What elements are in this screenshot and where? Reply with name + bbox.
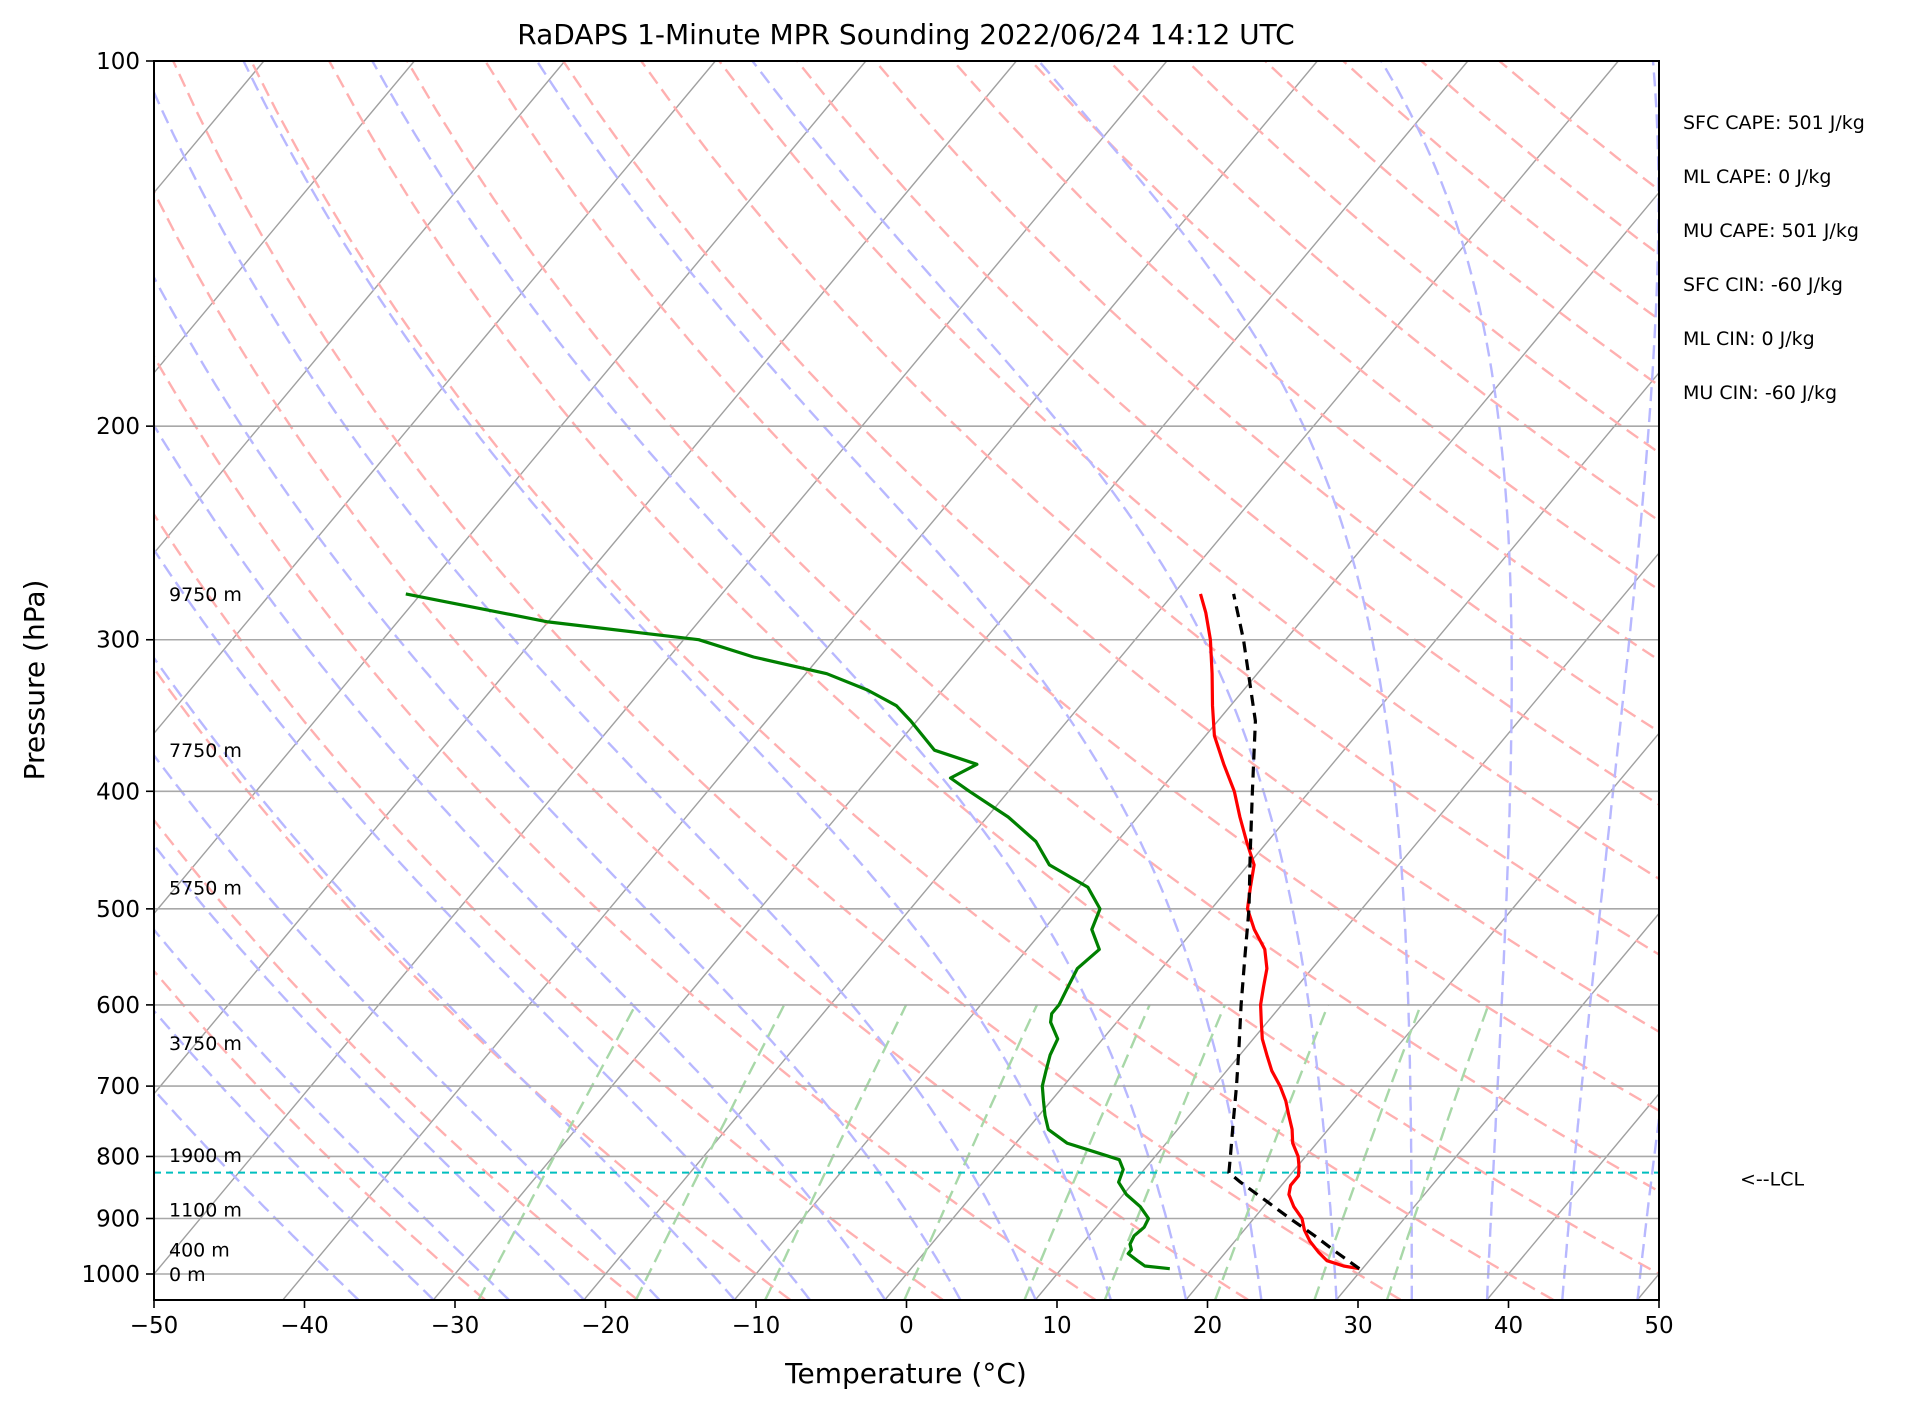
mixing-ratio-line bbox=[1023, 1004, 1151, 1300]
moist-adiabat bbox=[1380, 61, 1513, 1300]
moist-adiabat bbox=[1037, 61, 1413, 1300]
mixing-ratio-line bbox=[764, 1004, 908, 1300]
x-tick-label: 0 bbox=[899, 1313, 914, 1339]
moist-adiabat bbox=[154, 423, 887, 1300]
dry-adiabat bbox=[154, 512, 944, 1300]
height-label: 5750 m bbox=[169, 877, 242, 899]
lcl-marker: <--LCL bbox=[154, 1169, 1804, 1191]
x-tick-label: 30 bbox=[1343, 1313, 1372, 1339]
height-label: 1100 m bbox=[169, 1200, 242, 1222]
moist-adiabat bbox=[371, 61, 1188, 1300]
isotherm bbox=[884, 371, 1659, 1300]
sounding-profiles bbox=[405, 592, 1361, 1271]
x-tick-label: 50 bbox=[1644, 1313, 1673, 1339]
moist-adiabat bbox=[154, 927, 510, 1300]
pressure-gridlines bbox=[154, 60, 1659, 1275]
height-label: 1900 m bbox=[169, 1145, 242, 1167]
height-label: 3750 m bbox=[169, 1033, 242, 1055]
x-axis-ticks: −50 −40 −30 −20 −10 0 10 20 30 40 50 bbox=[130, 1300, 1674, 1339]
isotherm bbox=[1185, 732, 1659, 1300]
height-label: 9750 m bbox=[169, 584, 242, 606]
y-tick-label: 600 bbox=[96, 993, 140, 1019]
chart-title: RaDAPS 1-Minute MPR Sounding 2022/06/24 … bbox=[517, 18, 1294, 51]
moist-adiabat bbox=[154, 753, 661, 1300]
mixing-ratio-line bbox=[634, 1004, 786, 1300]
dry-adiabat bbox=[250, 61, 1554, 1300]
dry-adiabat bbox=[172, 61, 1402, 1300]
y-tick-label: 1000 bbox=[81, 1262, 140, 1288]
dry-adiabat bbox=[1030, 61, 1659, 592]
isotherm bbox=[583, 61, 1619, 1300]
temperature-profile bbox=[1198, 593, 1360, 1271]
stat-line: MU CAPE: 501 J/kg bbox=[1683, 220, 1859, 242]
dry-adiabat bbox=[154, 666, 791, 1300]
isotherm bbox=[154, 61, 1168, 1276]
moist-adiabat bbox=[154, 843, 585, 1300]
height-label: 7750 m bbox=[169, 740, 242, 762]
dry-adiabat bbox=[154, 189, 1249, 1300]
isotherm bbox=[433, 61, 1469, 1300]
x-tick-label: −10 bbox=[732, 1313, 781, 1339]
stat-line: SFC CIN: -60 J/kg bbox=[1683, 274, 1843, 296]
x-tick-label: 40 bbox=[1494, 1313, 1523, 1339]
dry-adiabat bbox=[154, 969, 486, 1300]
background-lines bbox=[154, 61, 1659, 1300]
x-tick-label: −30 bbox=[431, 1313, 480, 1339]
moist-adiabat bbox=[1636, 1109, 1659, 1300]
x-tick-label: −50 bbox=[130, 1313, 179, 1339]
y-axis-label: Pressure (hPa) bbox=[18, 580, 51, 781]
moist-adiabat bbox=[154, 275, 962, 1300]
x-tick-label: −40 bbox=[280, 1313, 329, 1339]
y-tick-label: 200 bbox=[96, 414, 140, 440]
moist-adiabat bbox=[751, 61, 1338, 1300]
isotherm bbox=[1035, 551, 1659, 1300]
y-tick-label: 700 bbox=[96, 1074, 140, 1100]
isotherm bbox=[1336, 912, 1659, 1300]
isotherm bbox=[154, 61, 566, 555]
height-label: 0 m bbox=[169, 1264, 206, 1286]
y-tick-label: 900 bbox=[96, 1206, 140, 1232]
x-tick-label: −20 bbox=[581, 1313, 630, 1339]
mixing-ratio-line bbox=[477, 1004, 637, 1300]
stat-line: SFC CAPE: 501 J/kg bbox=[1683, 112, 1865, 134]
dry-adiabat bbox=[328, 61, 1659, 1276]
height-label: 400 m bbox=[169, 1240, 230, 1262]
isotherm bbox=[734, 191, 1659, 1300]
y-tick-label: 400 bbox=[96, 779, 140, 805]
dry-adiabat bbox=[154, 354, 1096, 1300]
dry-adiabat bbox=[154, 818, 639, 1300]
y-tick-label: 100 bbox=[96, 49, 140, 75]
isotherm bbox=[154, 61, 415, 374]
stats-panel: SFC CAPE: 501 J/kg ML CAPE: 0 J/kg MU CAPE… bbox=[1683, 112, 1865, 404]
stat-line: ML CIN: 0 J/kg bbox=[1683, 328, 1815, 350]
isotherm bbox=[154, 61, 867, 915]
moist-adiabat bbox=[154, 656, 736, 1300]
x-tick-label: 20 bbox=[1193, 1313, 1222, 1339]
moist-adiabat bbox=[242, 61, 1112, 1300]
height-labels: 9750 m 7750 m 5750 m 3750 m 1900 m 1100 m 400 … bbox=[169, 584, 242, 1286]
dewpoint-profile bbox=[405, 592, 1170, 1271]
y-tick-label: 300 bbox=[96, 628, 140, 654]
moist-adiabat bbox=[535, 61, 1263, 1300]
moist-adiabat bbox=[154, 89, 1037, 1300]
moist-adiabat bbox=[1561, 61, 1659, 1300]
stat-line: MU CIN: -60 J/kg bbox=[1683, 382, 1837, 404]
lcl-label: <--LCL bbox=[1740, 1169, 1804, 1191]
x-axis-label: Temperature (°C) bbox=[784, 1357, 1027, 1390]
x-tick-label: 10 bbox=[1042, 1313, 1071, 1339]
isotherm bbox=[282, 61, 1318, 1300]
y-axis-ticks: 100 200 300 400 500 600 700 800 900 1000 bbox=[81, 49, 154, 1288]
stat-line: ML CAPE: 0 J/kg bbox=[1683, 166, 1831, 188]
y-tick-label: 500 bbox=[96, 897, 140, 923]
parcel-profile bbox=[1227, 593, 1361, 1271]
dry-adiabat bbox=[952, 61, 1659, 662]
moist-adiabat bbox=[154, 547, 811, 1300]
y-tick-label: 800 bbox=[96, 1144, 140, 1170]
